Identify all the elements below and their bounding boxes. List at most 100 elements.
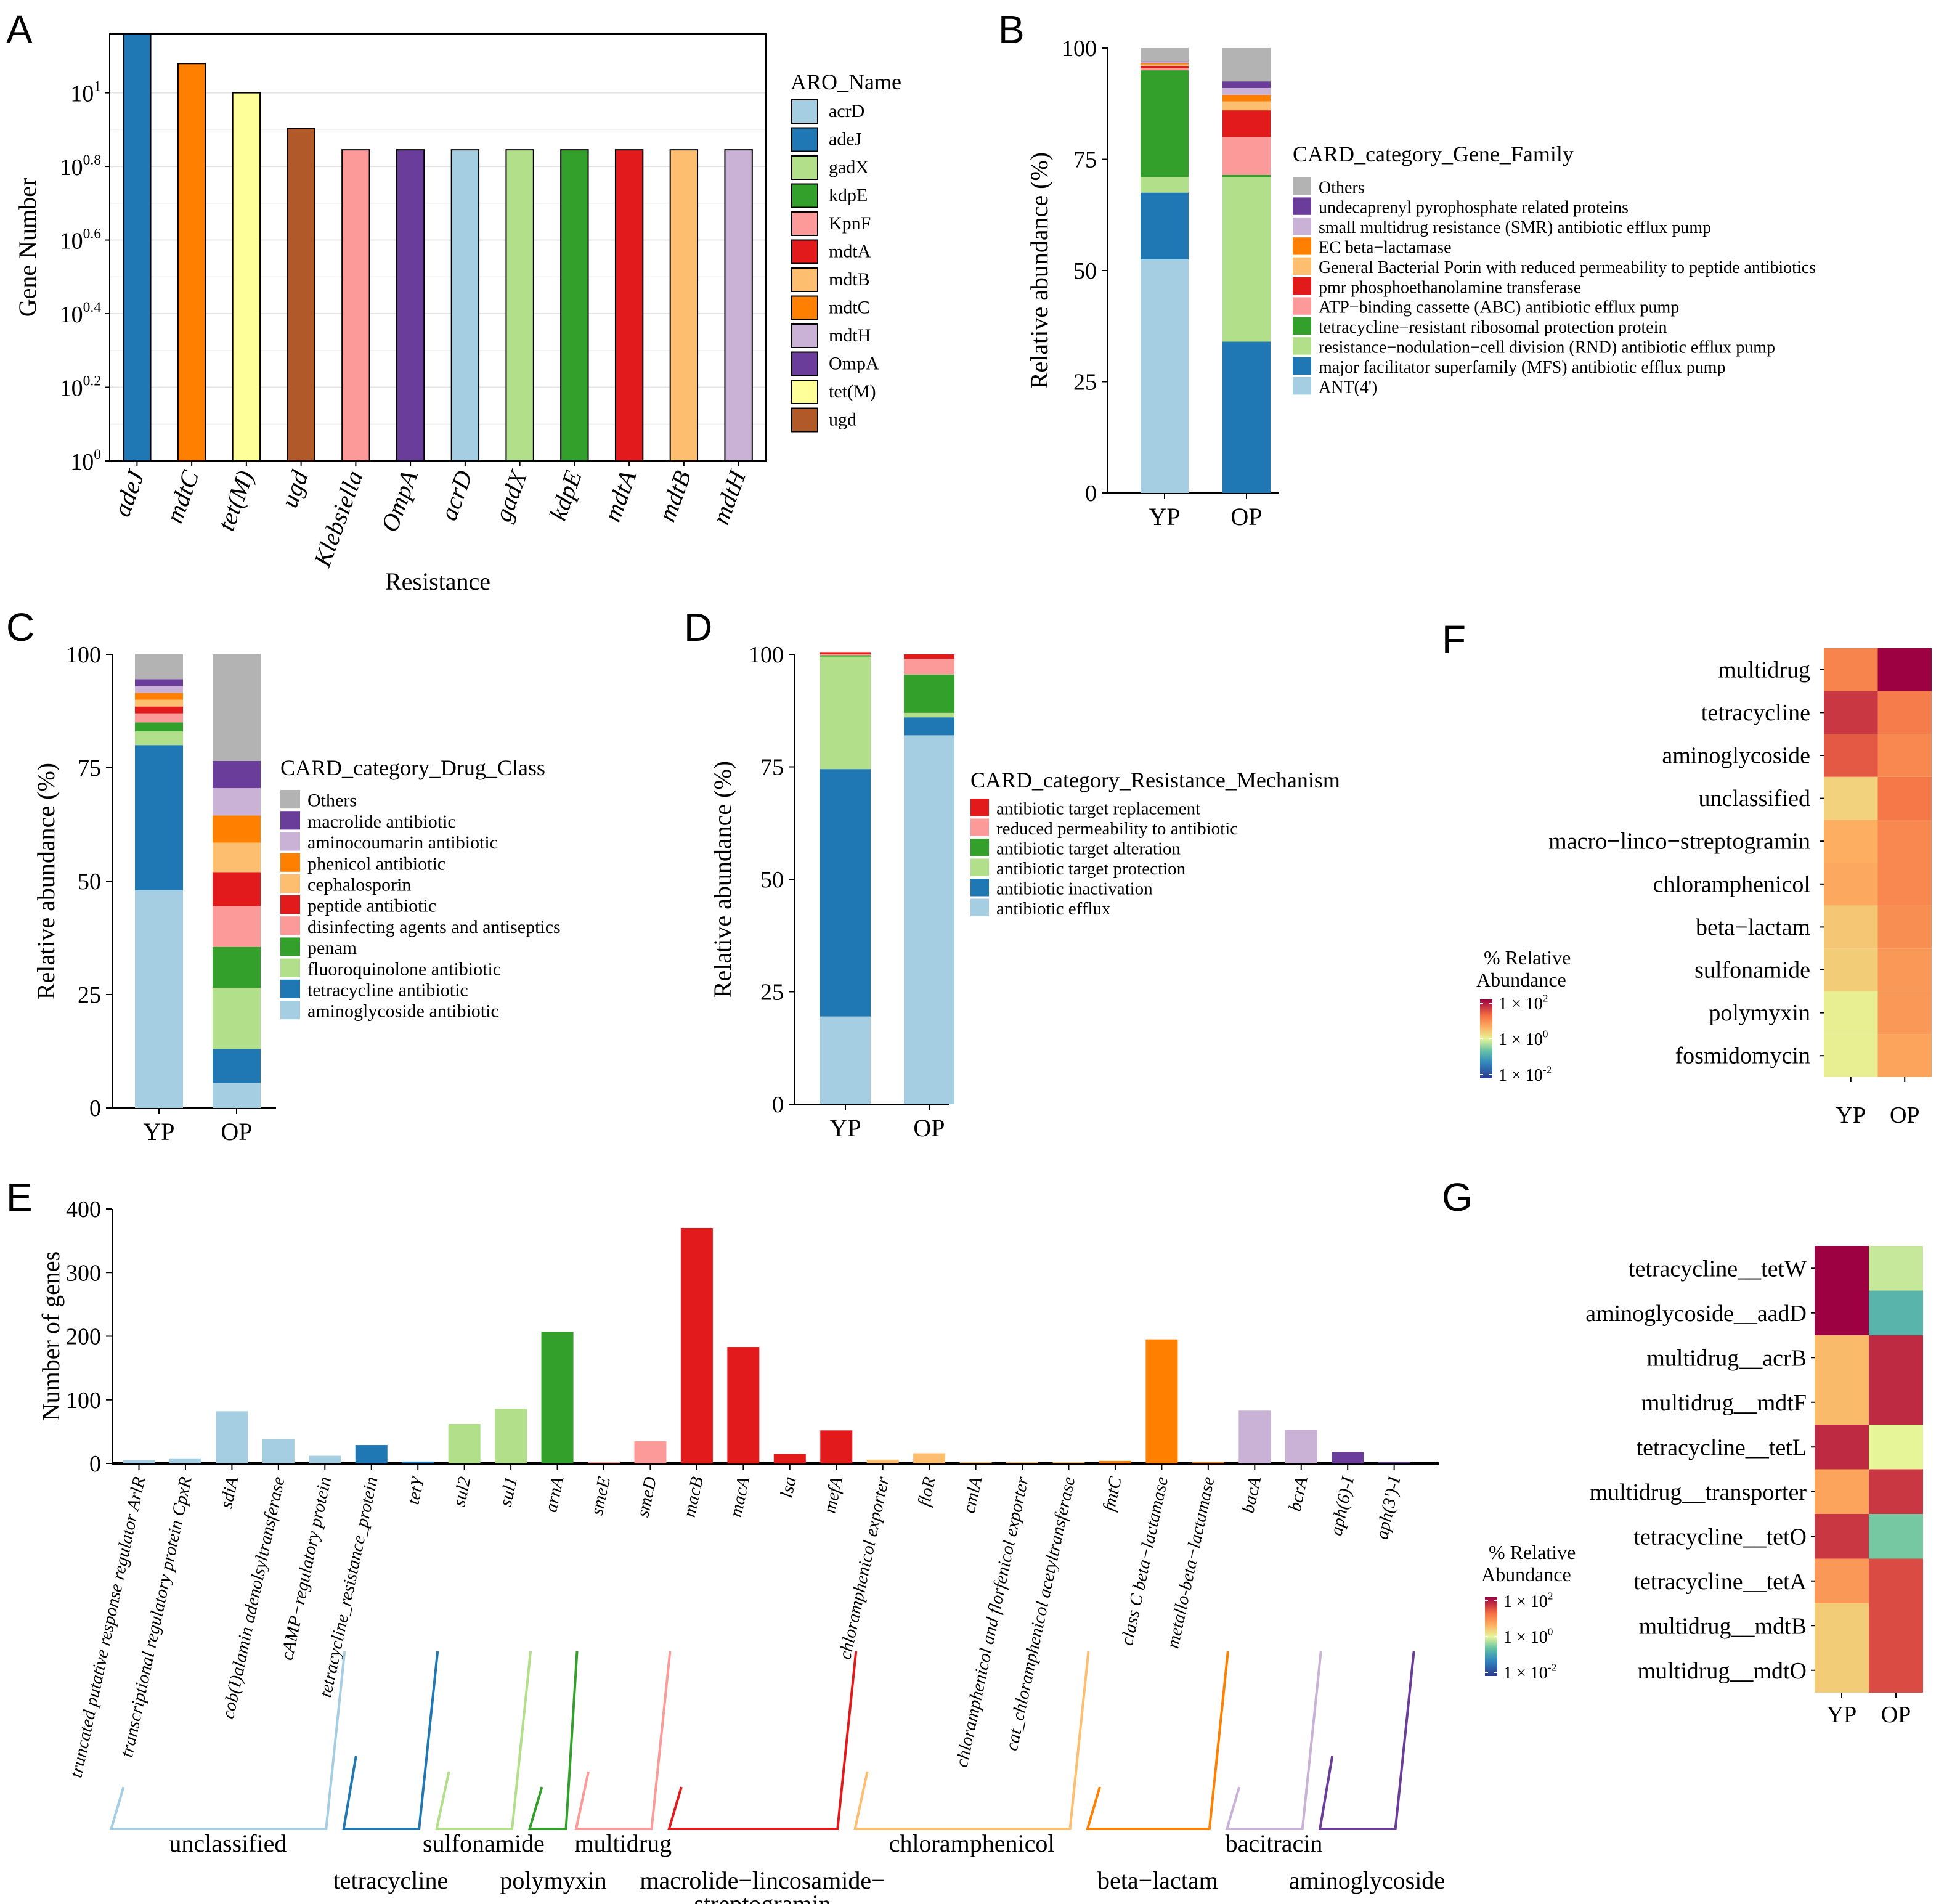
colorbar-tick-label-base: 1 × 10 xyxy=(1503,1664,1548,1683)
heatmap-cell xyxy=(1869,1246,1923,1291)
legend-swatch xyxy=(1293,377,1311,395)
stack-segment xyxy=(1141,192,1189,259)
legend-swatch xyxy=(280,1001,300,1020)
bar-bcrA xyxy=(1285,1430,1317,1463)
bar-cob(I)alamin adenolsyltransferase xyxy=(262,1439,295,1463)
bar-arnA xyxy=(541,1332,574,1463)
colorbar-title: Abundance xyxy=(1476,969,1566,991)
bar-Klebsiella xyxy=(341,149,370,462)
stack-segment xyxy=(213,760,261,789)
y-tick-label: 50 xyxy=(760,867,784,893)
stack-segment xyxy=(1141,64,1189,66)
bar-mefA xyxy=(820,1430,853,1463)
bar-mdtH xyxy=(724,149,753,462)
bar-cat_chloramphenicol acetyltransferase xyxy=(1052,1462,1085,1463)
colorbar-tick-label-base: 1 × 10 xyxy=(1499,1030,1543,1049)
colorbar-title: % Relative xyxy=(1489,1541,1576,1563)
stack-segment xyxy=(135,745,183,890)
bar-bacA xyxy=(1238,1410,1271,1463)
legend-swatch xyxy=(1293,177,1311,195)
legend-title: ARO_Name xyxy=(791,70,901,94)
row-label: tetracycline__tetO xyxy=(1633,1524,1807,1550)
row-label: aminoglycoside__aadD xyxy=(1585,1301,1807,1327)
group-bracket xyxy=(1086,1651,1229,1830)
legend-label: undecaprenyl pyrophosphate related prote… xyxy=(1319,198,1629,218)
group-label-line2: streptogramin xyxy=(694,1890,831,1904)
colorbar-tick-label-exp: 2 xyxy=(1548,1590,1553,1601)
stack-segment xyxy=(135,731,183,746)
y-tick-label: 200 xyxy=(66,1324,101,1350)
legend-label: antibiotic target protection xyxy=(996,859,1186,879)
stack-segment xyxy=(213,788,261,816)
x-tick-label: ugd xyxy=(275,466,314,511)
row-label: multidrug__acrB xyxy=(1646,1345,1807,1371)
legend-label: antibiotic target replacement xyxy=(996,799,1200,818)
group-bracket xyxy=(342,1651,439,1830)
stack-segment xyxy=(820,655,871,657)
heatmap-cell xyxy=(1824,863,1878,906)
bar-mdtA xyxy=(614,149,644,462)
heatmap-cell xyxy=(1824,820,1878,863)
plot-frame xyxy=(109,33,767,462)
x-tick-label: cAMP−regulatory protein xyxy=(277,1475,335,1662)
stack-segment xyxy=(1141,65,1189,68)
y-tick-label-exp: 1 xyxy=(94,78,101,94)
legend-swatch xyxy=(791,323,818,348)
stack-segment xyxy=(135,713,183,723)
y-tick-label-exp: 0.6 xyxy=(83,226,102,242)
group-label: unclassified xyxy=(169,1829,287,1857)
bar-mdtB xyxy=(669,149,699,462)
x-tick-label: macA xyxy=(726,1475,754,1520)
y-tick-label: 25 xyxy=(1073,370,1097,396)
stack-segment xyxy=(213,987,261,1049)
heatmap-cell xyxy=(1815,1425,1869,1470)
stack-segment xyxy=(820,654,871,656)
panel-f-heatmap: multidrug tetracycline aminoglycoside uncla… xyxy=(1476,648,1932,1128)
bar-cmlA xyxy=(959,1462,992,1463)
colorbar xyxy=(1480,999,1492,1078)
y-tick-label: 100.6 xyxy=(60,226,102,254)
heatmap-cell xyxy=(1824,1034,1878,1077)
y-axis-title: Relative abundance (%) xyxy=(709,761,736,998)
heatmap-cell xyxy=(1869,1514,1923,1559)
x-tick-label: tetY xyxy=(403,1473,428,1507)
legend-label: adeJ xyxy=(829,129,862,150)
y-tick-label: 100.4 xyxy=(60,299,102,328)
legend-swatch xyxy=(970,818,989,836)
legend-swatch xyxy=(1293,237,1311,255)
legend-swatch xyxy=(280,979,300,998)
row-label: tetracycline__tetL xyxy=(1637,1434,1807,1460)
heatmap-cell xyxy=(1824,648,1878,691)
heatmap-cell xyxy=(1869,1290,1923,1335)
stack-segment xyxy=(135,679,183,686)
stack-segment xyxy=(1141,259,1189,493)
stack-segment xyxy=(135,890,183,1108)
legend-label: gadX xyxy=(829,157,869,177)
bar-smeE xyxy=(588,1462,620,1463)
x-tick-label: gadX xyxy=(489,466,533,525)
x-tick-label: sul1 xyxy=(496,1475,521,1508)
colorbar-tick-label: 1 × 102 xyxy=(1499,992,1548,1014)
legend-label: phenicol antibiotic xyxy=(307,853,445,874)
x-tick-label: mdtH xyxy=(706,466,751,528)
bar-sul1 xyxy=(495,1409,527,1463)
legend-swatch xyxy=(280,895,300,914)
heatmap-cell xyxy=(1815,1514,1869,1559)
heatmap-cell xyxy=(1824,776,1878,820)
panel-g-heatmap: tetracycline__tetW aminoglycoside__aadDmu… xyxy=(1481,1246,1923,1728)
legend-label: reduced permeability to antibiotic xyxy=(996,819,1238,839)
legend-label: tetracycline−resistant ribosomal protect… xyxy=(1319,318,1667,337)
legend-swatch xyxy=(791,239,818,264)
stack-segment xyxy=(1141,48,1189,62)
y-tick-label-base: 10 xyxy=(60,376,83,402)
group-bracket xyxy=(574,1651,672,1830)
bar-OmpA xyxy=(396,149,425,462)
colorbar-tick-label-exp: 0 xyxy=(1548,1625,1553,1637)
legend-label: aminocoumarin antibiotic xyxy=(307,832,498,853)
row-label: sulfonamide xyxy=(1694,958,1810,983)
legend-swatch xyxy=(1293,357,1311,375)
colorbar-tick-label-base: 1 × 10 xyxy=(1503,1592,1548,1611)
legend-swatch xyxy=(791,267,818,292)
bar-aph(3')-I xyxy=(1378,1462,1410,1463)
stack-segment xyxy=(1141,70,1189,177)
